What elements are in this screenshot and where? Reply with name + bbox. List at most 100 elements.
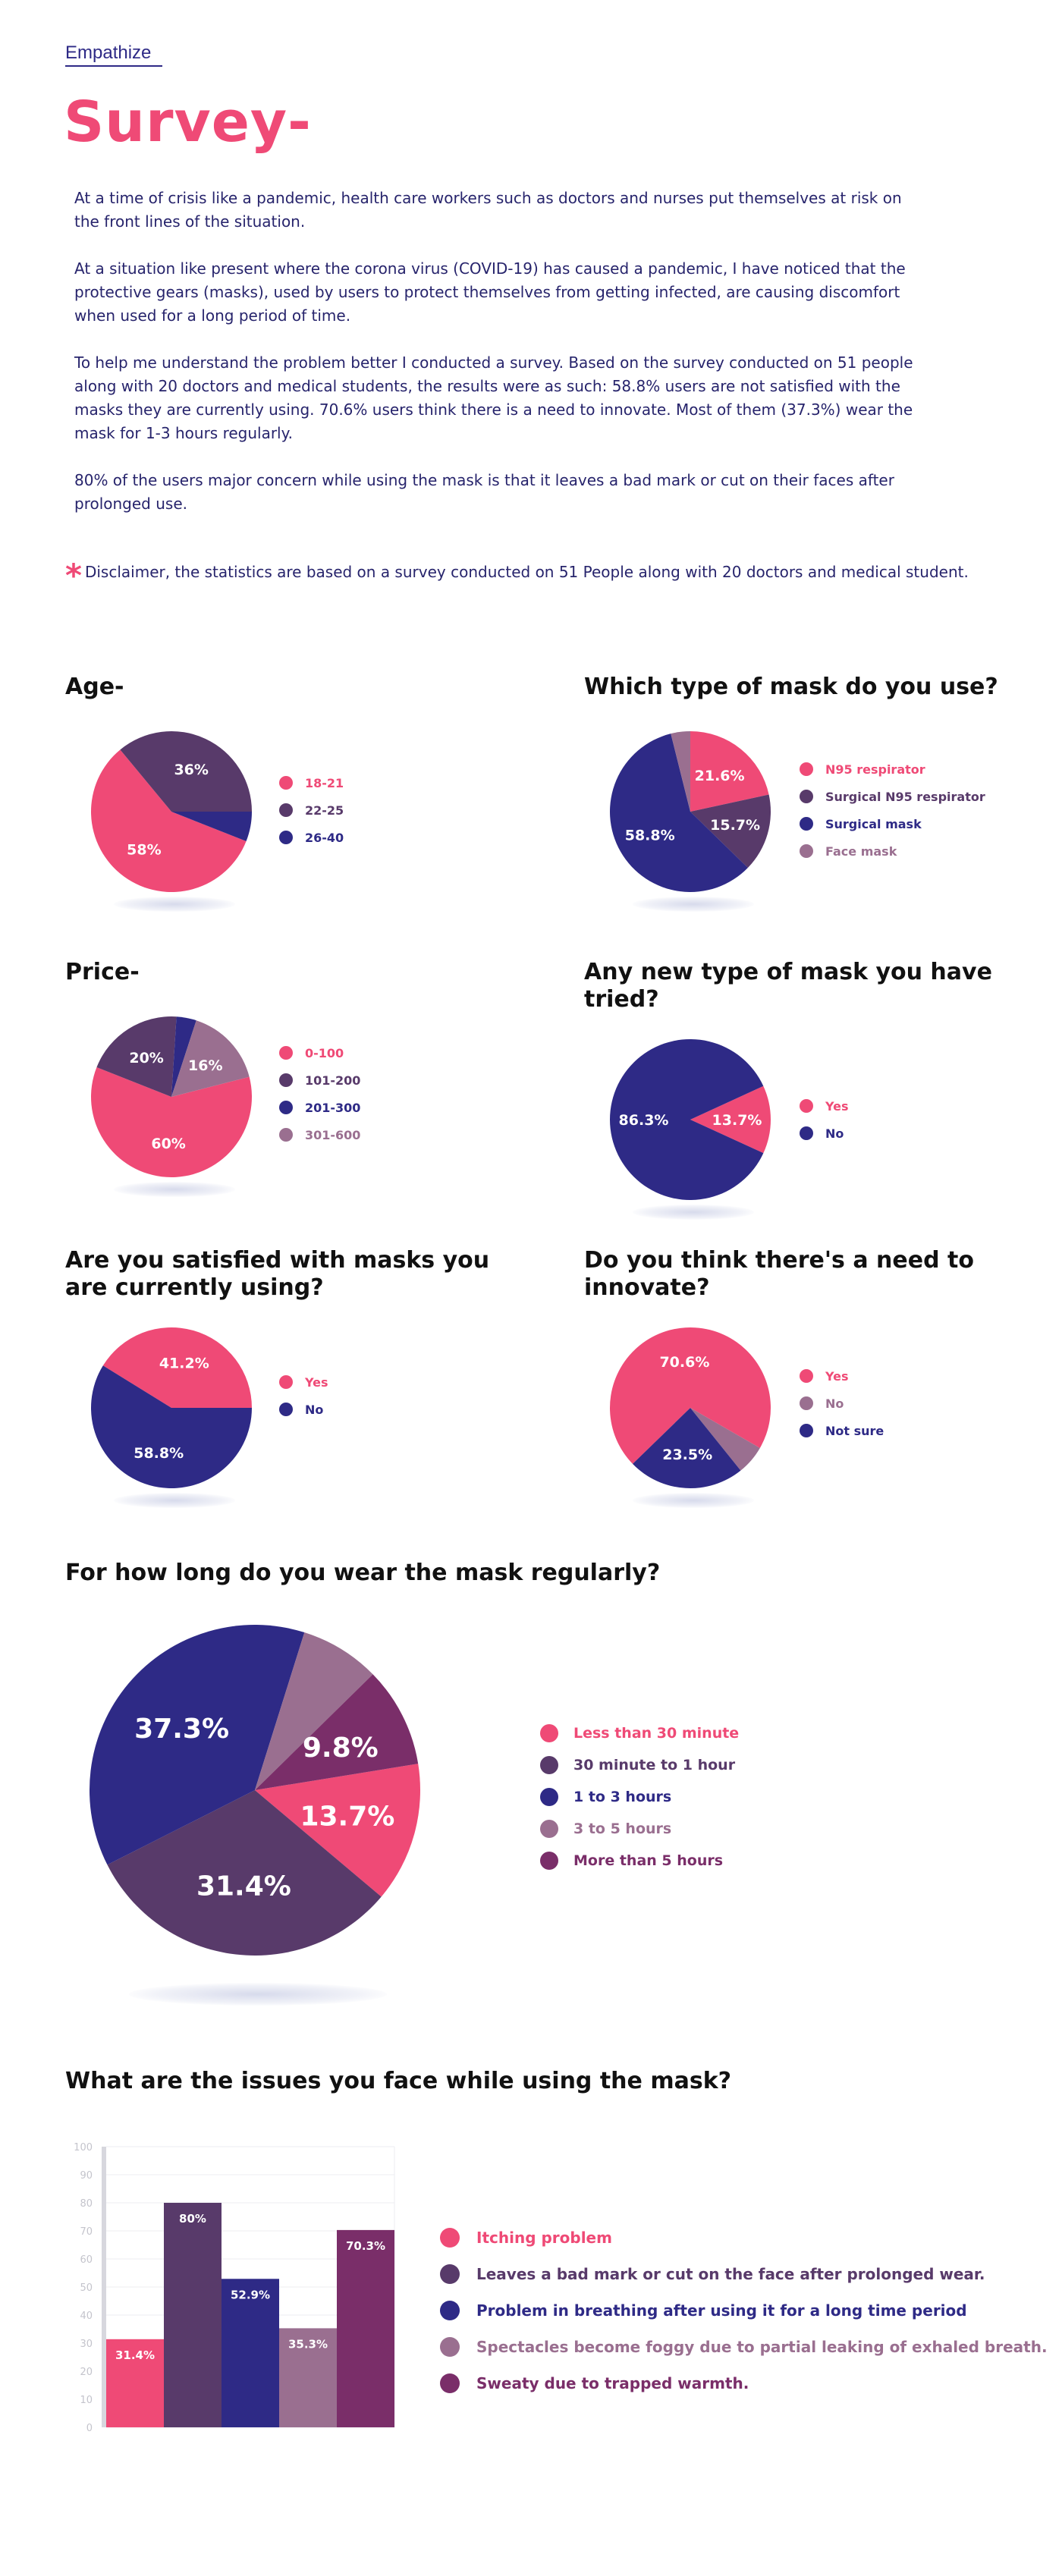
legend-item: More than 5 hours <box>540 1845 739 1877</box>
pie-chart-mask-type: 21.6% 15.7% 58.8% <box>610 731 771 893</box>
legend-new-mask: Yes No <box>800 1092 849 1147</box>
asterisk-icon: * <box>65 557 82 594</box>
legend-swatch <box>800 762 813 776</box>
legend-label: 301-600 <box>305 1127 361 1142</box>
legend-label: 26-40 <box>305 830 344 845</box>
pie-slice-22-25 <box>120 731 252 812</box>
legend-label: Face mask <box>825 843 897 859</box>
chart-title-age: Age- <box>65 674 124 700</box>
y-tick-label: 70 <box>80 2226 93 2238</box>
legend-label: 18-21 <box>305 775 344 790</box>
pie-slice-26-40 <box>171 812 252 842</box>
legend-swatch <box>800 1396 813 1410</box>
pie-label-not-sure: 23.5% <box>662 1447 712 1463</box>
pie-label-yes: 41.2% <box>159 1356 209 1372</box>
pie-slice-surgical-mask <box>610 734 748 893</box>
disclaimer-text: Disclaimer, the statistics are based on … <box>84 563 969 581</box>
legend-label: Not sure <box>825 1423 884 1438</box>
bar-value-label: 70.3% <box>346 2239 385 2253</box>
disclaimer: * Disclaimer, the statistics are based on… <box>65 557 969 594</box>
legend-swatch <box>440 2228 460 2248</box>
legend-item: Face mask <box>800 837 985 865</box>
chart-title-price: Price- <box>65 959 140 985</box>
legend-item: No <box>279 1396 328 1423</box>
pie-slice-n95-respirator <box>690 731 769 812</box>
legend-swatch <box>440 2373 460 2393</box>
legend-item: 101-200 <box>279 1067 360 1094</box>
legend-label: Itching problem <box>476 2229 612 2247</box>
pie-slice-no <box>91 1365 252 1488</box>
pie-slice-surgical-n95-respirator <box>690 794 771 869</box>
legend-swatch <box>800 1099 813 1113</box>
legend-swatch <box>800 844 813 858</box>
pie-chart-new-mask: 13.7% 86.3% <box>609 1039 771 1201</box>
pie-slice-face-mask <box>671 731 690 812</box>
legend-label: More than 5 hours <box>573 1852 724 1869</box>
pie-chart-satisfied: 41.2% 58.8% <box>91 1327 252 1488</box>
pie-slice-no <box>690 1408 760 1471</box>
legend-swatch <box>279 803 293 817</box>
legend-swatch <box>540 1724 558 1742</box>
pie-label-yes: 13.7% <box>712 1112 762 1129</box>
legend-item: 1 to 3 hours <box>540 1781 739 1813</box>
legend-label: No <box>825 1126 844 1141</box>
legend-label: No <box>825 1396 844 1411</box>
legend-item: Yes <box>800 1092 849 1120</box>
pie-slice-no <box>609 1039 764 1201</box>
empathize-link[interactable]: Empathize <box>65 42 152 63</box>
legend-item: 26-40 <box>279 824 344 851</box>
pie-shadow <box>129 1983 387 2006</box>
pie-chart-age: 58% 36% <box>91 731 252 892</box>
pie-label-n95-respirator: 21.6% <box>695 768 745 784</box>
bar-2 <box>164 2203 222 2427</box>
y-tick-label: 100 <box>74 2142 93 2153</box>
legend-item: Spectacles become foggy due to partial l… <box>440 2329 1048 2365</box>
legend-item: Problem in breathing after using it for … <box>440 2292 1048 2329</box>
legend-swatch <box>279 1403 293 1416</box>
legend-label: Less than 30 minute <box>573 1725 740 1742</box>
legend-innovate: Yes No Not sure <box>800 1362 884 1444</box>
pie-label-surgical-mask: 58.8% <box>625 828 675 844</box>
pie-chart-price: 60% 20% 16% <box>90 1016 252 1177</box>
legend-label: Surgical mask <box>825 816 922 831</box>
pie-slice-not-sure <box>633 1408 741 1488</box>
legend-item: 201-300 <box>279 1094 360 1121</box>
pie-label-more-than-5-hours: 9.8% <box>303 1733 379 1764</box>
pie-shadow <box>633 1493 754 1508</box>
bar-3 <box>222 2279 279 2427</box>
pie-slice-3-to-5-hours <box>255 1632 373 1790</box>
legend-duration: Less than 30 minute 30 minute to 1 hour 1 … <box>540 1717 739 1877</box>
legend-item: Sweaty due to trapped warmth. <box>440 2365 1048 2402</box>
y-tick-label: 60 <box>80 2254 93 2266</box>
legend-label: Sweaty due to trapped warmth. <box>476 2374 749 2392</box>
legend-swatch <box>279 1073 293 1087</box>
pie-label-surgical-n95-respirator: 15.7% <box>710 817 760 834</box>
legend-item: Surgical mask <box>800 810 985 837</box>
pie-label-no: 86.3% <box>619 1112 669 1129</box>
legend-swatch <box>540 1788 558 1806</box>
pie-label-101-200: 20% <box>129 1050 163 1067</box>
legend-label: Surgical N95 respirator <box>825 789 985 804</box>
legend-item: No <box>800 1390 884 1417</box>
y-tick-label: 0 <box>86 2423 93 2434</box>
legend-swatch <box>279 1046 293 1060</box>
pie-slice-more-than-5-hours <box>255 1674 419 1790</box>
bar-1 <box>106 2339 164 2427</box>
bar-value-label: 52.9% <box>231 2288 270 2301</box>
pie-slice-0-100 <box>90 1067 252 1177</box>
chart-title-duration: For how long do you wear the mask regula… <box>65 1560 661 1586</box>
bar-value-label: 31.4% <box>115 2348 155 2362</box>
pie-slice-1-to-3-hours <box>89 1624 305 1865</box>
pie-slice-101-200 <box>96 1016 177 1097</box>
pie-label-18-21: 58% <box>127 842 161 859</box>
legend-label: 0-100 <box>305 1045 344 1060</box>
legend-item: Less than 30 minute <box>540 1717 739 1749</box>
legend-label: Yes <box>305 1374 328 1390</box>
pie-slice-yes <box>610 1327 771 1464</box>
pie-label-301-600: 16% <box>188 1057 222 1074</box>
pie-shadow <box>114 1182 235 1197</box>
legend-item: 301-600 <box>279 1121 360 1148</box>
pie-slice-yes <box>690 1085 771 1154</box>
y-tick-label: 10 <box>80 2395 93 2406</box>
intro-text: At a time of crisis like a pandemic, hea… <box>74 187 924 539</box>
